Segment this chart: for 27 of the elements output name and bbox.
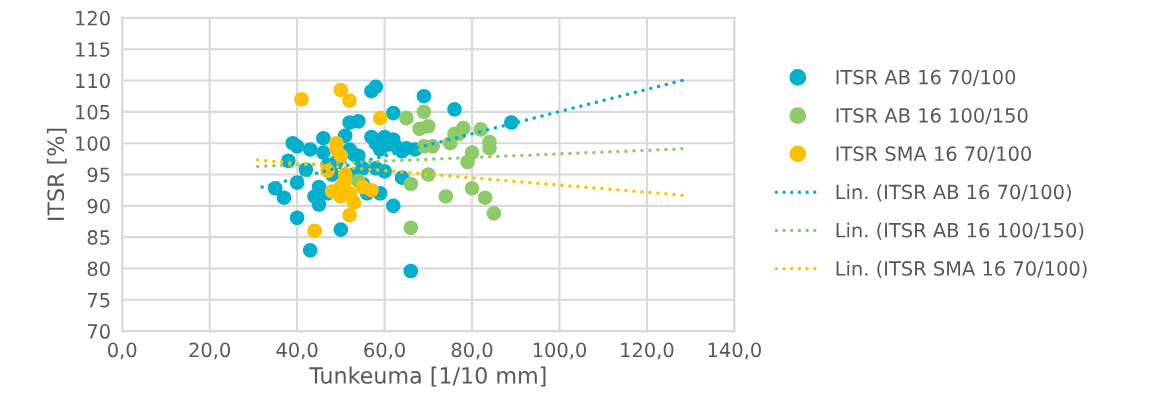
- x-tick-label: 140,0: [708, 342, 761, 360]
- y-tick-label: 115: [76, 42, 110, 57]
- x-tick-label: 80,0: [451, 342, 493, 360]
- y-tick-label: 95: [87, 167, 110, 183]
- y-tick-label: 70: [87, 324, 110, 339]
- x-tick-label: 20,0: [189, 342, 231, 360]
- legend-label: ITSR SMA 16 70/100: [836, 146, 1031, 163]
- x-tick-label: 120,0: [621, 342, 674, 360]
- y-tick-label: 100: [76, 136, 110, 151]
- y-tick-label: 110: [76, 73, 110, 89]
- legend-label: Lin. (ITSR AB 16 70/100): [836, 184, 1071, 202]
- y-tick-label: 80: [87, 261, 110, 277]
- legend-label: Lin. (ITSR AB 16 100/150): [836, 222, 1084, 240]
- x-tick-label: 40,0: [276, 342, 318, 360]
- y-axis-title: ITSR [%]: [46, 128, 67, 220]
- x-tick-label: 0,0: [108, 342, 137, 360]
- legend-label: ITSR AB 16 70/100: [836, 69, 1016, 87]
- y-tick-label: 105: [76, 104, 110, 120]
- x-tick-label: 60,0: [364, 342, 405, 360]
- y-tick-label: 120: [76, 10, 110, 26]
- y-tick-label: 85: [87, 230, 110, 245]
- legend-label: ITSR AB 16 100/150: [836, 108, 1028, 125]
- legend-label: Lin. (ITSR SMA 16 70/100): [836, 260, 1087, 279]
- x-tick-label: 100,0: [533, 342, 587, 360]
- y-tick-label: 90: [87, 198, 110, 214]
- x-axis-title: Tunkeuma [1/10 mm]: [309, 366, 546, 387]
- y-tick-label: 75: [87, 293, 110, 308]
